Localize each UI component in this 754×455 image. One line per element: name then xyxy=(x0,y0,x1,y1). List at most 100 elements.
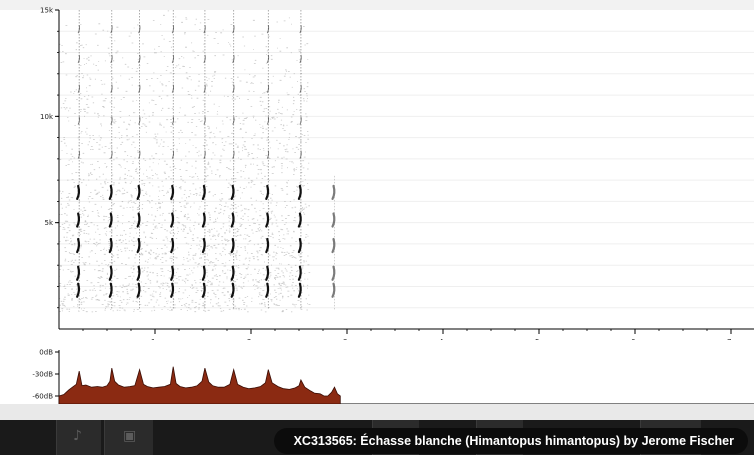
db-tick-label: 0dB xyxy=(39,349,53,357)
x-tick-label: 1s xyxy=(151,338,159,340)
call-band xyxy=(136,282,141,298)
call-band xyxy=(331,237,336,254)
call-band xyxy=(170,282,175,298)
call-harmonic xyxy=(232,54,235,64)
call-harmonic xyxy=(232,150,235,159)
call-harmonic xyxy=(203,116,206,125)
call-harmonic xyxy=(203,84,206,93)
call-band xyxy=(265,265,270,281)
call-harmonic xyxy=(232,116,235,125)
call-band xyxy=(76,184,81,200)
recording-caption[interactable]: XC313565: Échasse blanche (Himantopus hi… xyxy=(273,428,748,454)
call-band xyxy=(76,282,81,298)
call-band xyxy=(297,265,302,281)
call-band xyxy=(331,184,336,200)
call-streak xyxy=(201,10,206,310)
call-band xyxy=(108,265,113,281)
call-harmonic xyxy=(110,116,113,125)
call-streak xyxy=(108,10,113,310)
call-streak xyxy=(136,10,141,310)
call-harmonic xyxy=(232,25,235,34)
call-harmonic xyxy=(171,116,175,125)
call-band xyxy=(297,237,302,254)
call-harmonic xyxy=(203,150,206,159)
call-band xyxy=(136,184,141,200)
call-band xyxy=(230,212,235,228)
call-harmonic xyxy=(266,25,270,34)
call-band xyxy=(136,237,141,254)
call-harmonic xyxy=(266,54,270,64)
thumbnail-1[interactable]: ♪ xyxy=(56,420,101,455)
y-tick-label: 5k xyxy=(44,219,53,227)
call-band xyxy=(201,282,206,298)
call-harmonic xyxy=(77,25,80,34)
call-band xyxy=(201,265,206,281)
x-tick-label: 6s xyxy=(631,338,639,340)
timeline-band xyxy=(0,404,754,420)
call-harmonic xyxy=(266,84,270,93)
call-harmonic xyxy=(299,25,302,34)
waveform-area xyxy=(58,366,341,405)
call-harmonic xyxy=(266,116,270,125)
call-harmonic xyxy=(203,25,206,34)
call-streak xyxy=(76,10,81,310)
call-harmonic xyxy=(232,84,235,93)
call-band xyxy=(201,184,206,200)
call-band xyxy=(76,237,81,254)
call-band xyxy=(265,212,270,228)
call-band xyxy=(265,184,270,200)
db-tick-label: -30dB xyxy=(32,371,53,379)
call-harmonic xyxy=(171,150,175,159)
call-band xyxy=(108,282,113,298)
call-streak xyxy=(331,175,336,310)
call-harmonic xyxy=(77,116,80,125)
call-band xyxy=(170,265,175,281)
oscillogram-waveform xyxy=(58,366,341,405)
call-harmonic xyxy=(171,25,175,34)
spectrogram-noise xyxy=(59,10,311,313)
call-harmonic xyxy=(77,84,80,93)
call-band xyxy=(108,212,113,228)
call-band xyxy=(201,212,206,228)
call-streak xyxy=(230,10,235,310)
y-tick-label: 15k xyxy=(40,7,54,15)
call-band xyxy=(331,265,336,281)
bird-icon: ♪ xyxy=(73,428,82,444)
call-harmonic xyxy=(266,150,270,159)
call-band xyxy=(230,282,235,298)
call-band xyxy=(331,282,336,298)
call-harmonic xyxy=(110,25,113,34)
call-band xyxy=(76,212,81,228)
call-band xyxy=(265,237,270,254)
call-harmonic xyxy=(138,116,141,125)
y-tick-label: 10k xyxy=(40,113,54,121)
call-harmonic xyxy=(138,54,141,64)
call-harmonic xyxy=(138,84,141,93)
call-harmonic xyxy=(110,54,113,64)
call-band xyxy=(108,184,113,200)
recording-caption-text: XC313565: Échasse blanche (Himantopus hi… xyxy=(293,434,734,448)
call-band xyxy=(230,184,235,200)
call-band xyxy=(265,282,270,298)
oscillogram[interactable]: 0dB -30dB -60dB xyxy=(0,340,754,408)
spectrogram-image xyxy=(59,10,336,313)
call-band xyxy=(297,184,302,200)
call-band xyxy=(331,212,336,228)
top-strip xyxy=(0,0,754,10)
x-tick-label: 3s xyxy=(343,338,351,340)
call-harmonic xyxy=(299,116,302,125)
call-streak xyxy=(265,10,270,310)
call-band xyxy=(170,237,175,254)
call-harmonic xyxy=(171,84,175,93)
spectrogram-grid xyxy=(59,30,754,309)
call-harmonic xyxy=(77,150,80,159)
call-band xyxy=(297,282,302,298)
call-harmonic xyxy=(138,25,141,34)
x-tick-label: 7s xyxy=(727,338,735,340)
spectrogram[interactable]: 5k 10k 15k 1s 2s 3s 4s 5s 6s 7s xyxy=(0,0,754,340)
call-harmonic xyxy=(299,150,302,159)
thumbnail-2[interactable]: ▣ xyxy=(104,420,153,455)
x-tick-label: 2s xyxy=(247,338,255,340)
call-band xyxy=(108,237,113,254)
